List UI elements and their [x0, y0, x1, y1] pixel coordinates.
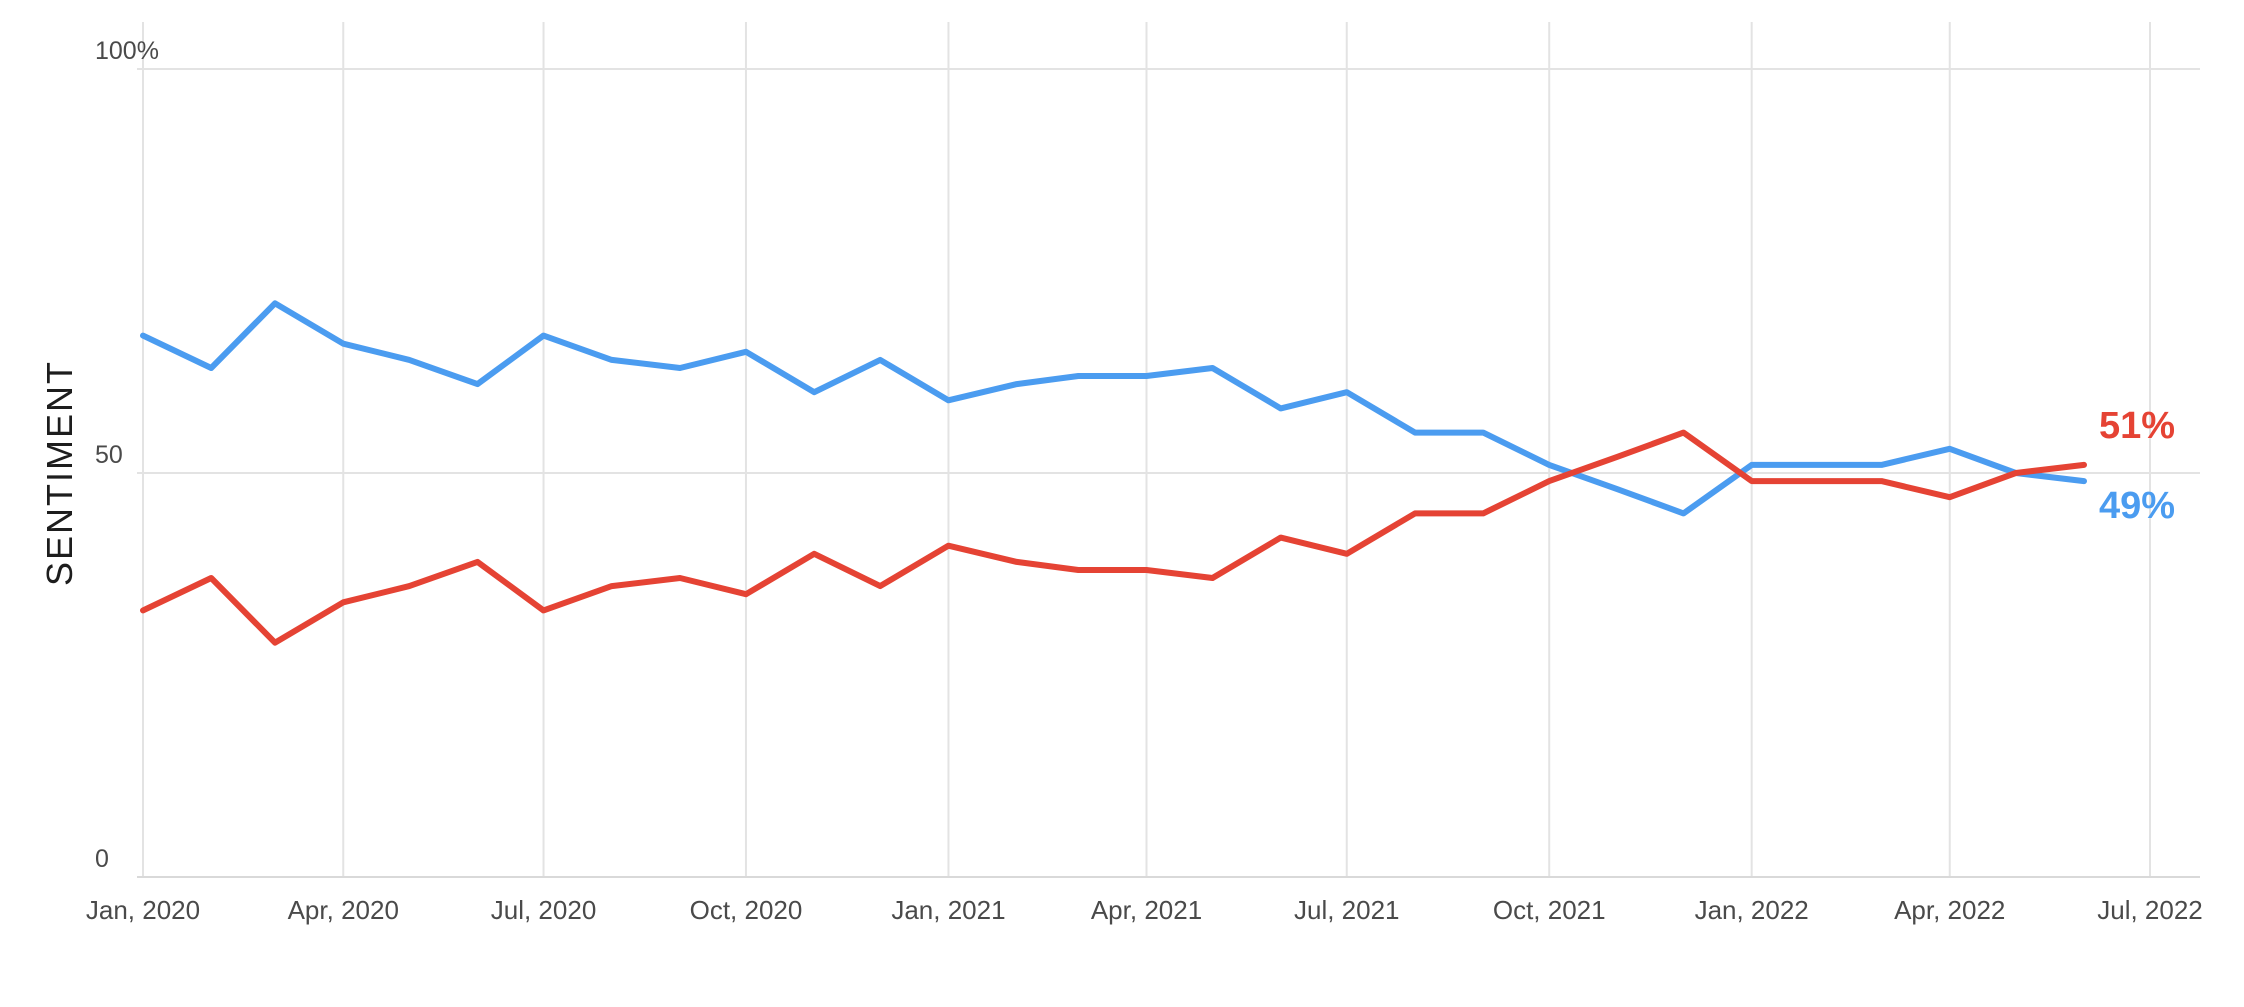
axes: Jan, 2020 Apr, 2020 Jul, 2020 Oct, 2020 Jan,…: [39, 37, 2203, 925]
y-axis-title: SENTIMENT: [39, 360, 80, 586]
x-tick-label: Jan, 2022: [1695, 895, 1809, 925]
x-tick-label: Jan, 2021: [891, 895, 1005, 925]
x-tick-label: Apr, 2022: [1894, 895, 2005, 925]
series-lines: [140, 300, 2087, 646]
series-end-label: 51%: [2099, 405, 2175, 447]
y-tick-label: 0: [95, 845, 109, 873]
x-tick-label: Apr, 2021: [1091, 895, 1202, 925]
series-line-1: [140, 429, 2087, 646]
end-labels: 51% 49%: [2099, 405, 2175, 527]
x-tick-label: Jul, 2022: [2097, 895, 2203, 925]
x-tick-label: Jul, 2020: [491, 895, 597, 925]
x-tick-label: Jul, 2021: [1294, 895, 1400, 925]
x-tick-label: Jan, 2020: [86, 895, 200, 925]
y-tick-label: 100%: [95, 37, 159, 65]
gridlines: [137, 22, 2200, 878]
series-line-0: [140, 300, 2087, 517]
x-tick-label: Apr, 2020: [288, 895, 399, 925]
series-end-label: 49%: [2099, 485, 2175, 527]
x-tick-label: Oct, 2020: [690, 895, 803, 925]
x-tick-label: Oct, 2021: [1493, 895, 1606, 925]
y-tick-label: 50: [95, 441, 123, 469]
